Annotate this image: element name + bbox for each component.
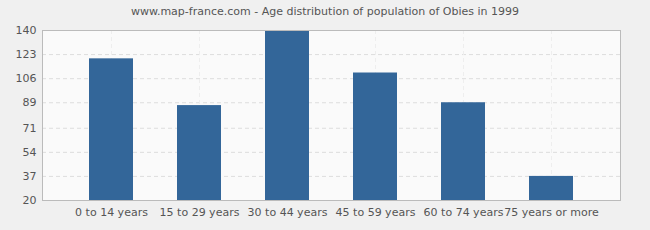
svg-text:89: 89	[23, 96, 37, 109]
svg-text:106: 106	[16, 72, 37, 85]
svg-text:37: 37	[23, 170, 37, 183]
svg-text:71: 71	[23, 122, 37, 135]
html-text:www.map-france.com - Age distr: www.map-france.com - Age distribution of…	[130, 5, 520, 18]
svg-text:123: 123	[16, 48, 37, 61]
svg-text:20: 20	[23, 194, 37, 207]
svg-text:45 to 59 years: 45 to 59 years	[336, 206, 416, 219]
svg-text:0 to 14 years: 0 to 14 years	[75, 206, 148, 219]
svg-text:75 years or more: 75 years or more	[504, 206, 599, 219]
svg-text:30 to 44 years: 30 to 44 years	[248, 206, 328, 219]
svg-text:54: 54	[23, 146, 37, 159]
svg-text:15 to 29 years: 15 to 29 years	[160, 206, 240, 219]
svg-text:60 to 74 years: 60 to 74 years	[424, 206, 504, 219]
svg-text:140: 140	[16, 24, 37, 37]
